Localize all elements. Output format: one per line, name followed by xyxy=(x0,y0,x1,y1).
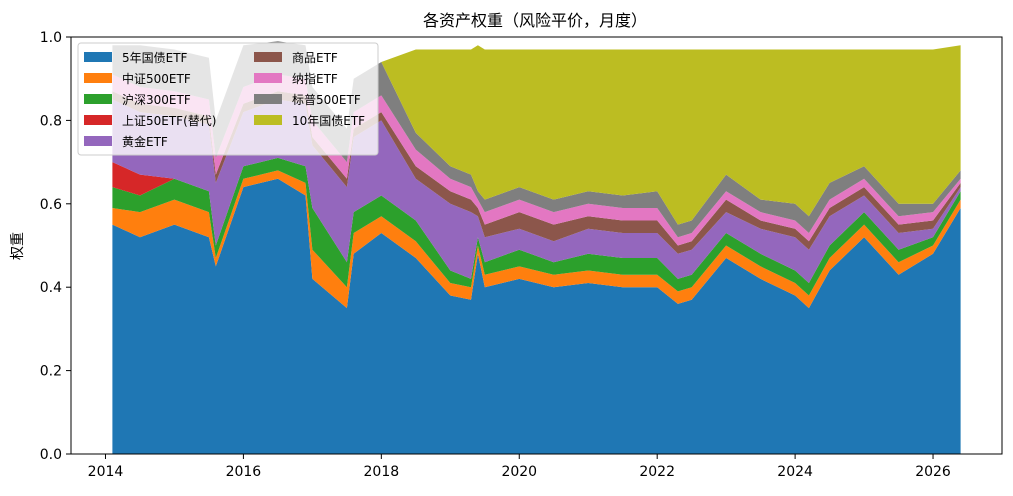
y-tick-label: 0.8 xyxy=(40,113,62,129)
legend-swatch xyxy=(254,94,282,104)
y-axis: 0.0 0.2 0.4 0.6 0.8 1.0 xyxy=(40,30,71,463)
x-tick-label: 2022 xyxy=(639,464,675,480)
legend-swatch xyxy=(84,115,112,125)
x-tick-label: 2026 xyxy=(915,464,951,480)
series-area-0 xyxy=(112,178,961,455)
legend-swatch xyxy=(84,73,112,83)
chart-title: 各资产权重（风险平价，月度） xyxy=(423,11,647,30)
series-area-1 xyxy=(112,170,961,309)
legend-swatch xyxy=(84,136,112,146)
legend-label: 商品ETF xyxy=(292,50,338,65)
series-area-2 xyxy=(112,157,961,296)
x-tick-label: 2018 xyxy=(364,464,400,480)
series-area-4 xyxy=(112,99,961,283)
x-axis: 2014 2016 2018 2020 2022 2024 2026 xyxy=(88,454,951,480)
legend-label: 10年国债ETF xyxy=(292,114,365,128)
x-tick-label: 2024 xyxy=(777,464,813,480)
x-tick-label: 2020 xyxy=(501,464,537,480)
legend-label: 纳指ETF xyxy=(292,71,338,86)
legend-swatch xyxy=(84,94,112,104)
y-tick-label: 0.0 xyxy=(40,447,62,463)
y-axis-title: 权重 xyxy=(10,232,26,260)
legend-label: 5年国债ETF xyxy=(122,51,188,65)
legend-label: 标普500ETF xyxy=(292,93,361,107)
y-tick-label: 0.6 xyxy=(40,197,62,213)
series-area-6 xyxy=(112,74,961,246)
x-tick-label: 2016 xyxy=(226,464,262,480)
legend-box xyxy=(77,42,379,156)
series-area-8 xyxy=(112,41,961,225)
y-tick-label: 0.4 xyxy=(40,280,62,296)
legend-label: 中证500ETF xyxy=(122,71,191,86)
legend-swatch xyxy=(84,52,112,62)
legend: 5年国债ETF 中证500ETF 沪深300ETF 上证50ETF(替代) 黄金ETF 商… xyxy=(77,42,379,156)
legend-swatch xyxy=(254,115,282,125)
legend-swatch xyxy=(254,73,282,83)
legend-label: 上证50ETF(替代) xyxy=(122,114,216,128)
plot-frame xyxy=(70,36,1003,455)
legend-label: 黄金ETF xyxy=(122,134,168,149)
x-tick-label: 2014 xyxy=(88,464,124,480)
y-tick-label: 0.2 xyxy=(40,364,62,380)
y-tick-label: 1.0 xyxy=(40,30,62,46)
legend-swatch xyxy=(254,52,282,62)
series-area-5 xyxy=(112,91,961,254)
legend-label: 沪深300ETF xyxy=(122,93,191,107)
